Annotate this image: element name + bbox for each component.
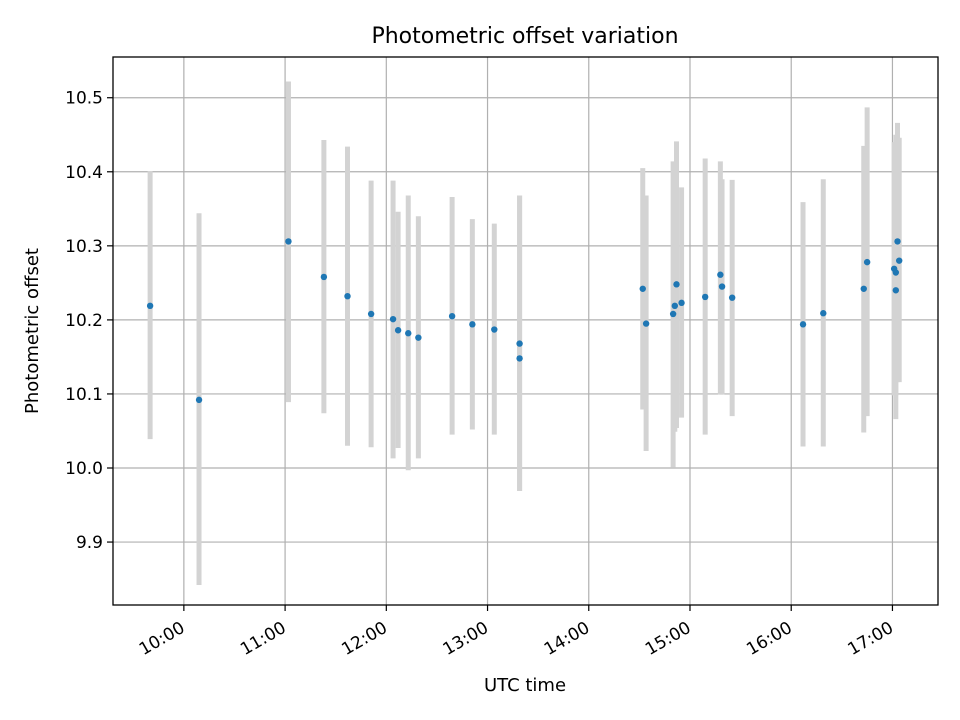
data-point: [394, 327, 402, 334]
y-axis-label: Photometric offset: [22, 248, 43, 414]
x-tick-label: 10:00: [136, 618, 188, 660]
data-point: [892, 269, 900, 276]
data-point: [146, 302, 154, 310]
data-point: [491, 326, 498, 333]
data-point: [639, 285, 646, 292]
data-point: [405, 330, 412, 337]
data-point: [469, 321, 476, 328]
y-tick-label: 10.3: [65, 237, 103, 257]
data-point: [860, 285, 867, 292]
data-point: [728, 294, 736, 301]
data-point: [516, 340, 523, 347]
data-point: [367, 310, 375, 318]
error-bars: [147, 81, 902, 586]
data-point: [389, 315, 397, 323]
x-axis-label: UTC time: [484, 675, 566, 696]
data-point: [642, 320, 650, 327]
data-point: [673, 281, 680, 288]
x-tick-label: 15:00: [642, 618, 694, 660]
data-point: [799, 321, 807, 328]
data-point: [195, 396, 203, 404]
y-axis-ticks: 9.9 10.0 10.1 10.2 10.3 10.4 10.5: [65, 89, 113, 553]
x-tick-label: 14:00: [541, 618, 593, 660]
x-axis-ticks: 10:00 11:00 12:00 13:00 14:00 15:00 16:00 17:00: [136, 605, 897, 660]
data-point: [678, 299, 685, 307]
data-point: [863, 258, 871, 266]
data-point: [701, 293, 709, 301]
data-point: [669, 310, 677, 318]
data-point: [717, 271, 724, 278]
y-tick-label: 10.4: [65, 163, 103, 183]
data-point: [892, 287, 900, 294]
plot-frame: [112, 56, 939, 606]
x-tick-label: 12:00: [338, 618, 390, 660]
data-point: [320, 273, 328, 281]
y-tick-label: 10.0: [65, 459, 103, 479]
x-tick-label: 11:00: [237, 618, 289, 660]
data-point: [516, 355, 523, 362]
x-tick-label: 16:00: [743, 618, 795, 660]
data-point: [895, 257, 903, 264]
data-point: [285, 238, 292, 245]
data-point: [671, 302, 679, 310]
x-tick-label: 17:00: [845, 618, 897, 660]
data-point: [820, 310, 827, 317]
data-point: [448, 312, 456, 320]
y-tick-label: 10.1: [65, 385, 103, 405]
data-point: [415, 334, 422, 341]
x-tick-label: 13:00: [440, 618, 492, 660]
data-point: [894, 238, 901, 245]
chart-title: Photometric offset variation: [371, 24, 678, 49]
grid-lines: [113, 57, 938, 605]
y-tick-label: 9.9: [76, 533, 103, 553]
y-tick-label: 10.5: [65, 89, 103, 109]
data-point: [344, 292, 351, 300]
y-tick-label: 10.2: [65, 311, 103, 331]
data-points: [146, 238, 903, 404]
data-point: [718, 283, 726, 290]
